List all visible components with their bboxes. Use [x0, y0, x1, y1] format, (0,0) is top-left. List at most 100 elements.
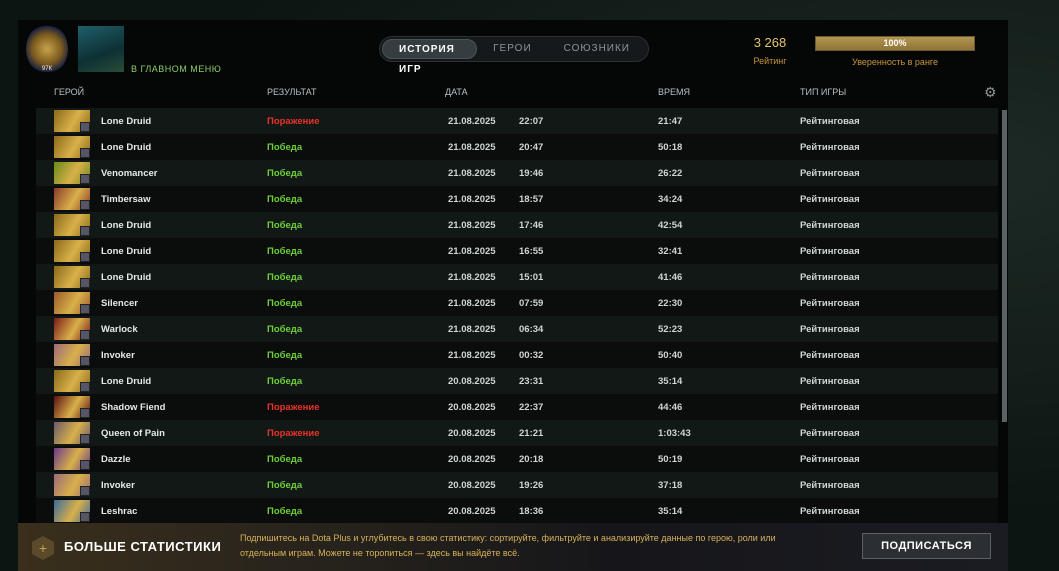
- match-result: Победа: [267, 142, 303, 153]
- match-duration: 50:18: [658, 142, 683, 153]
- match-time: 19:46: [519, 168, 544, 179]
- hero-portrait: [54, 448, 90, 470]
- table-row[interactable]: Lone Druid Победа 21.08.2025 20:47 50:18…: [36, 134, 998, 160]
- table-row[interactable]: Lone Druid Поражение 21.08.2025 22:07 21…: [36, 108, 998, 134]
- role-icon: [80, 278, 90, 288]
- hero-name: Invoker: [101, 350, 135, 361]
- match-result: Победа: [267, 298, 303, 309]
- column-hero[interactable]: ГЕРОЙ: [54, 87, 85, 97]
- table-row[interactable]: Dazzle Победа 20.08.2025 20:18 50:19 Рей…: [36, 446, 998, 472]
- match-duration: 26:22: [658, 168, 683, 179]
- table-row[interactable]: Leshrac Победа 20.08.2025 18:36 35:14 Ре…: [36, 498, 998, 523]
- table-row[interactable]: Queen of Pain Поражение 20.08.2025 21:21…: [36, 420, 998, 446]
- match-duration: 32:41: [658, 246, 683, 257]
- hero-name: Warlock: [101, 324, 138, 335]
- match-date: 21.08.2025: [448, 272, 496, 283]
- match-date: 21.08.2025: [448, 298, 496, 309]
- hero-portrait: [54, 318, 90, 340]
- subscribe-button[interactable]: ПОДПИСАТЬСЯ: [862, 533, 991, 559]
- match-duration: 22:30: [658, 298, 683, 309]
- role-icon: [80, 148, 90, 158]
- hero-name: Venomancer: [101, 168, 158, 179]
- match-duration: 50:19: [658, 454, 683, 465]
- column-type[interactable]: ТИП ИГРЫ: [800, 87, 847, 97]
- match-date: 20.08.2025: [448, 506, 496, 517]
- hero-name: Silencer: [101, 298, 138, 309]
- match-time: 16:55: [519, 246, 544, 257]
- scrollbar[interactable]: [1002, 110, 1007, 422]
- confidence-bar: 100%: [815, 36, 975, 51]
- hero-portrait: [54, 396, 90, 418]
- match-time: 18:57: [519, 194, 544, 205]
- match-date: 20.08.2025: [448, 402, 496, 413]
- match-result: Победа: [267, 324, 303, 335]
- match-date: 20.08.2025: [448, 480, 496, 491]
- role-icon: [80, 356, 90, 366]
- promo-description: Подпишитесь на Dota Plus и углубитесь в …: [240, 533, 776, 558]
- table-row[interactable]: Invoker Победа 21.08.2025 00:32 50:40 Ре…: [36, 342, 998, 368]
- match-time: 17:46: [519, 220, 544, 231]
- match-result: Победа: [267, 220, 303, 231]
- table-row[interactable]: Lone Druid Победа 21.08.2025 17:46 42:54…: [36, 212, 998, 238]
- role-icon: [80, 122, 90, 132]
- game-type: Рейтинговая: [800, 428, 860, 439]
- game-type: Рейтинговая: [800, 350, 860, 361]
- match-duration: 1:03:43: [658, 428, 691, 439]
- hero-portrait: [54, 188, 90, 210]
- tab-allies[interactable]: СОЮЗНИКИ: [563, 43, 630, 54]
- match-date: 21.08.2025: [448, 324, 496, 335]
- rank-medal-icon: 97К: [26, 24, 68, 74]
- match-result: Поражение: [267, 116, 320, 127]
- match-result: Победа: [267, 194, 303, 205]
- match-time: 00:32: [519, 350, 544, 361]
- match-time: 22:37: [519, 402, 544, 413]
- hero-name: Leshrac: [101, 506, 138, 517]
- game-type: Рейтинговая: [800, 376, 860, 387]
- settings-gear-icon[interactable]: ⚙: [984, 84, 997, 100]
- match-date: 20.08.2025: [448, 376, 496, 387]
- match-duration: 41:46: [658, 272, 683, 283]
- table-row[interactable]: Lone Druid Победа 20.08.2025 23:31 35:14…: [36, 368, 998, 394]
- rating-label: Рейтинг: [753, 56, 787, 66]
- rating: 3 268 Рейтинг: [742, 35, 798, 66]
- role-icon: [80, 252, 90, 262]
- match-time: 22:07: [519, 116, 544, 127]
- match-duration: 50:40: [658, 350, 683, 361]
- hero-name: Shadow Fiend: [101, 402, 166, 413]
- hero-name: Lone Druid: [101, 246, 152, 257]
- match-result: Победа: [267, 272, 303, 283]
- role-icon: [80, 200, 90, 210]
- hero-portrait: [54, 292, 90, 314]
- table-row[interactable]: Invoker Победа 20.08.2025 19:26 37:18 Ре…: [36, 472, 998, 498]
- tab-heroes[interactable]: ГЕРОИ: [493, 43, 532, 54]
- table-row[interactable]: Lone Druid Победа 21.08.2025 16:55 32:41…: [36, 238, 998, 264]
- match-duration: 34:24: [658, 194, 683, 205]
- hero-name: Lone Druid: [101, 220, 152, 231]
- match-duration: 21:47: [658, 116, 683, 127]
- table-row[interactable]: Venomancer Победа 21.08.2025 19:46 26:22…: [36, 160, 998, 186]
- hero-name: Dazzle: [101, 454, 131, 465]
- table-row[interactable]: Shadow Fiend Поражение 20.08.2025 22:37 …: [36, 394, 998, 420]
- game-type: Рейтинговая: [800, 220, 860, 231]
- avatar[interactable]: [78, 26, 124, 72]
- confidence-label: Уверенность в ранге: [851, 57, 939, 67]
- match-date: 21.08.2025: [448, 246, 496, 257]
- table-row[interactable]: Lone Druid Победа 21.08.2025 15:01 41:46…: [36, 264, 998, 290]
- table-row[interactable]: Warlock Победа 21.08.2025 06:34 52:23 Ре…: [36, 316, 998, 342]
- tab-match-history[interactable]: ИСТОРИЯ ИГР: [382, 39, 478, 75]
- match-date: 21.08.2025: [448, 142, 496, 153]
- column-duration[interactable]: ВРЕМЯ: [658, 87, 691, 97]
- promo-title: БОЛЬШЕ СТАТИСТИКИ: [64, 539, 222, 554]
- table-row[interactable]: Timbersaw Победа 21.08.2025 18:57 34:24 …: [36, 186, 998, 212]
- match-result: Победа: [267, 246, 303, 257]
- column-result[interactable]: РЕЗУЛЬТАТ: [267, 87, 317, 97]
- main-menu-link[interactable]: В ГЛАВНОМ МЕНЮ: [131, 64, 222, 72]
- role-icon: [80, 408, 90, 418]
- match-result: Победа: [267, 480, 303, 491]
- column-date[interactable]: ДАТА: [445, 87, 468, 97]
- match-date: 20.08.2025: [448, 454, 496, 465]
- hero-name: Lone Druid: [101, 376, 152, 387]
- game-type: Рейтинговая: [800, 194, 860, 205]
- table-row[interactable]: Silencer Победа 21.08.2025 07:59 22:30 Р…: [36, 290, 998, 316]
- match-result: Победа: [267, 350, 303, 361]
